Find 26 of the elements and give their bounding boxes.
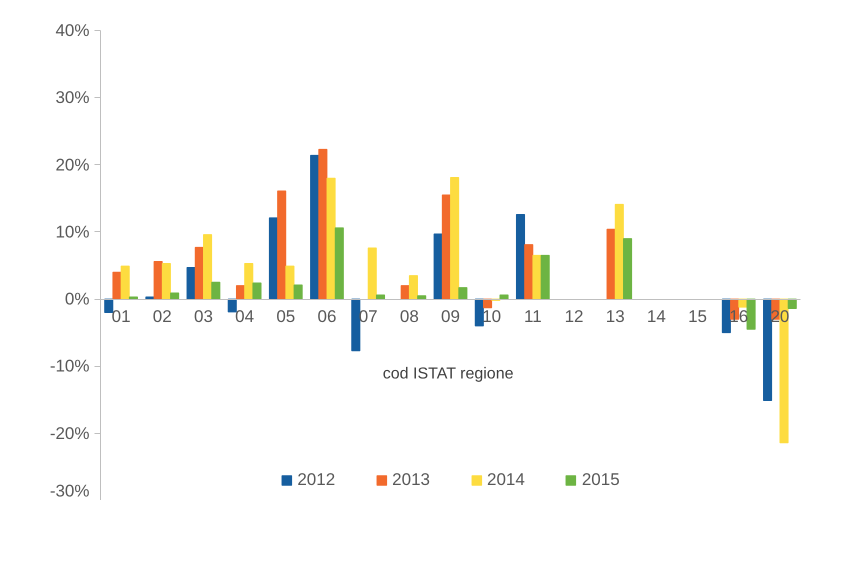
x-tick-label: 09: [441, 307, 460, 326]
y-tick-label: 20%: [55, 155, 90, 174]
x-tick-label: 13: [606, 307, 625, 326]
y-tick-label: -20%: [50, 424, 90, 443]
x-tick-label: 12: [564, 307, 584, 326]
x-tick-label: 02: [152, 307, 172, 326]
y-tick-label: 40%: [55, 21, 90, 40]
y-tick-label: 30%: [55, 88, 90, 108]
legend-label: 2012: [297, 470, 336, 490]
legend-label: 2015: [582, 470, 620, 490]
x-axis-title: cod ISTAT regione: [382, 366, 514, 382]
x-tick-label: 03: [194, 307, 213, 326]
legend-label: 2014: [487, 470, 525, 490]
x-tick-label: 01: [112, 307, 131, 326]
x-tick-label: 05: [276, 307, 296, 326]
x-tick-label: 14: [646, 307, 666, 326]
legend-label: 2013: [392, 470, 430, 490]
x-tick-label: 08: [400, 307, 419, 326]
y-tick-label: 0%: [64, 290, 90, 309]
x-tick-label: 15: [688, 307, 708, 326]
x-tick-label: 06: [318, 307, 336, 326]
x-tick-label: 04: [235, 307, 254, 326]
x-tick-label: 11: [524, 307, 542, 326]
y-tick-label: -30%: [50, 482, 90, 500]
y-tick-label: -10%: [50, 356, 90, 376]
y-tick-label: 10%: [55, 222, 90, 242]
